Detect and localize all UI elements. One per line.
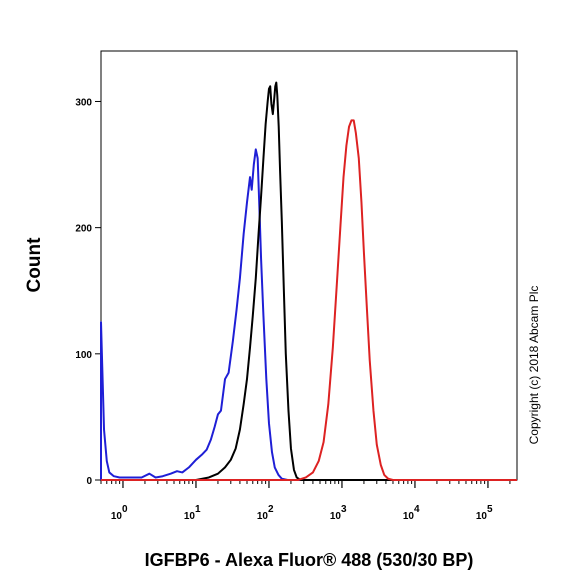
x-tick-label: 10 bbox=[403, 511, 415, 522]
x-tick-exponent: 5 bbox=[487, 504, 493, 515]
x-tick-exponent: 0 bbox=[122, 504, 128, 515]
copyright-notice: Copyright (c) 2018 Abcam Plc bbox=[527, 286, 541, 445]
x-tick-label: 10 bbox=[111, 511, 123, 522]
x-tick-label: 10 bbox=[330, 511, 342, 522]
y-tick-label: 300 bbox=[75, 97, 92, 108]
x-tick-label: 10 bbox=[476, 511, 488, 522]
plot-border bbox=[100, 50, 518, 481]
x-tick-label: 10 bbox=[184, 511, 196, 522]
series-line-3 bbox=[101, 119, 517, 481]
y-axis: 0 100 200 300 bbox=[75, 97, 101, 487]
x-tick-exponent: 1 bbox=[195, 504, 201, 515]
y-tick-label: 100 bbox=[75, 350, 92, 361]
y-tick-label: 0 bbox=[86, 476, 92, 487]
plot-frame bbox=[100, 50, 518, 481]
x-tick-exponent: 2 bbox=[268, 504, 274, 515]
x-tick-exponent: 4 bbox=[414, 504, 420, 515]
series-group bbox=[100, 81, 517, 481]
series-line-2 bbox=[101, 81, 517, 481]
x-axis-title: IGFBP6 - Alexa Fluor® 488 (530/30 BP) bbox=[145, 550, 474, 570]
x-tick-label: 10 bbox=[257, 511, 269, 522]
y-tick-label: 200 bbox=[75, 224, 92, 235]
x-tick-exponent: 3 bbox=[341, 504, 347, 515]
y-axis-title: Count bbox=[24, 237, 45, 293]
series-line-1 bbox=[100, 148, 517, 481]
